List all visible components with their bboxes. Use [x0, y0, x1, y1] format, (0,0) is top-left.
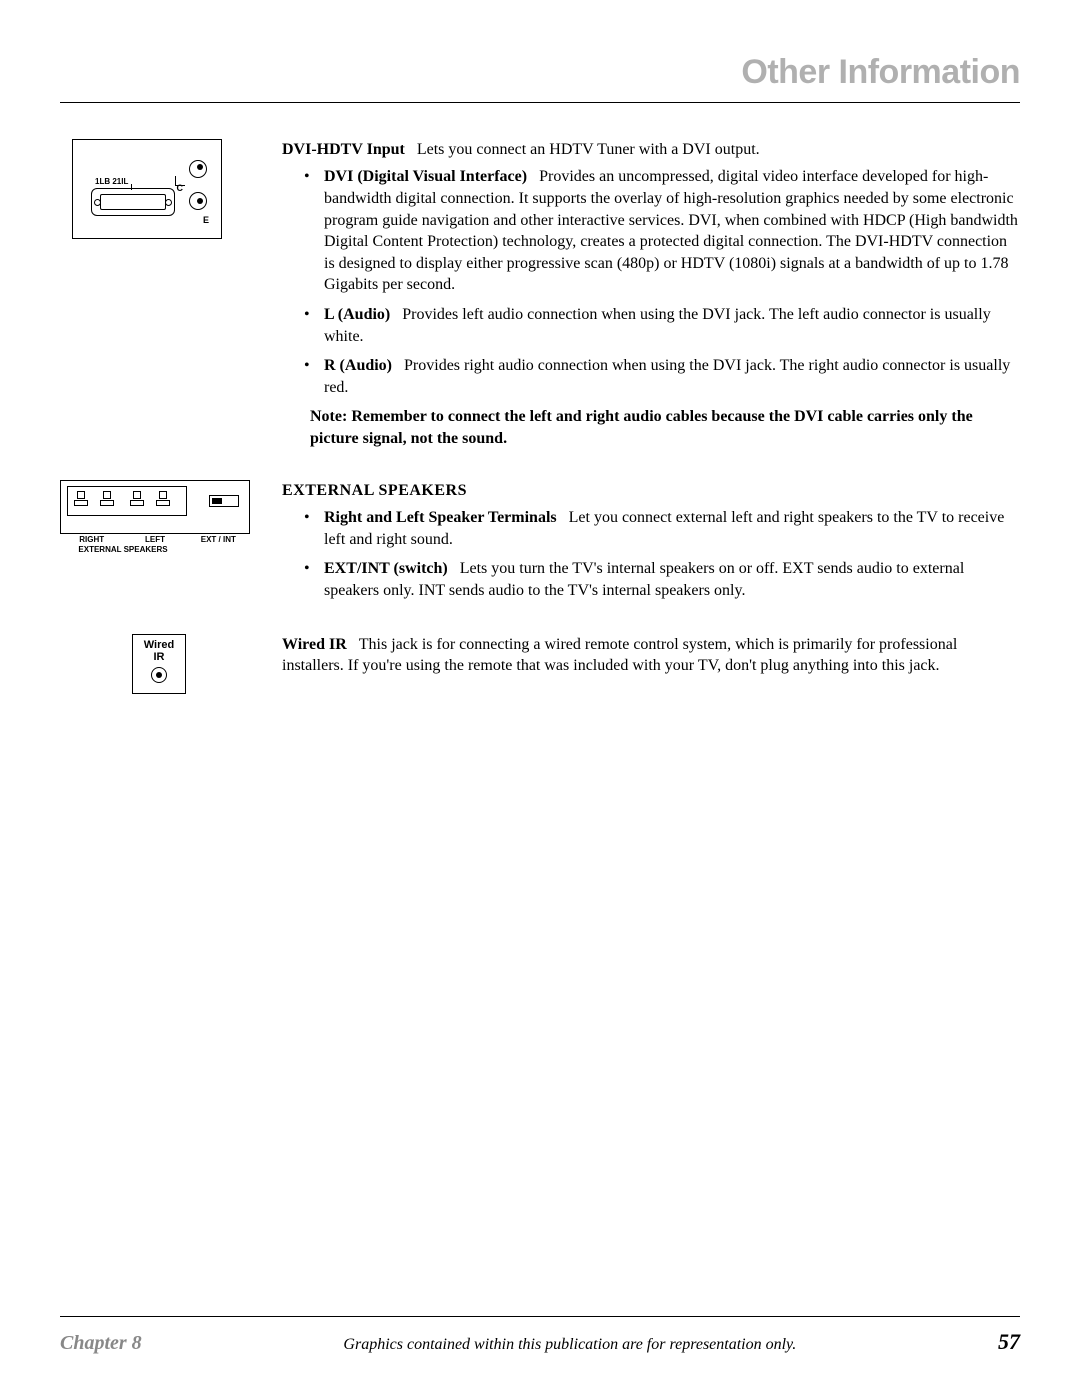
section-speakers: RIGHT LEFT EXT / INT EXTERNAL SPEAKERS E…	[60, 480, 1020, 610]
dvi-note: Note: Remember to connect the left and r…	[282, 406, 1020, 449]
dvi-lead-paragraph: DVI-HDTV Input Lets you connect an HDTV …	[282, 139, 1020, 161]
dvi-text-col: DVI-HDTV Input Lets you connect an HDTV …	[282, 139, 1020, 456]
speakers-text-col: EXTERNAL SPEAKERS Right and Left Speaker…	[282, 480, 1020, 610]
speaker-terminal-icon	[74, 491, 88, 509]
speakers-label-row: RIGHT LEFT EXT / INT	[60, 536, 250, 545]
speakers-subhead: EXTERNAL SPEAKERS	[282, 480, 1020, 502]
dvi-lead-term: DVI-HDTV Input	[282, 141, 405, 158]
speakers-terminal-group-icon	[67, 486, 187, 516]
dvi-model-label: 1LB 21IL	[95, 177, 128, 188]
ir-lead-text: This jack is for connecting a wired remo…	[282, 636, 957, 675]
header-rule	[60, 102, 1020, 103]
speakers-left-label: LEFT	[123, 536, 186, 545]
dvi-bullet-1-term: DVI (Digital Visual Interface)	[324, 168, 527, 185]
page: Other Information 1LB 21IL	[0, 0, 1080, 1397]
dvi-bullet-2-term: L (Audio)	[324, 306, 390, 323]
speakers-panel-icon	[60, 480, 250, 534]
dvi-port-inner-icon	[100, 194, 166, 210]
ir-paragraph: Wired IR This jack is for connecting a w…	[282, 634, 1020, 677]
wired-ir-diagram: Wired IR	[132, 634, 186, 694]
section-wired-ir: Wired IR Wired IR This jack is for conne…	[60, 634, 1020, 694]
dvi-bullet-2: L (Audio) Provides left audio connection…	[310, 304, 1020, 347]
ir-label-line1: Wired	[133, 639, 185, 651]
section-dvi: 1LB 21IL C E	[60, 139, 1020, 456]
speakers-diagram-col: RIGHT LEFT EXT / INT EXTERNAL SPEAKERS	[60, 480, 270, 556]
footer-rule	[60, 1316, 1020, 1317]
dvi-bullet-1-text: Provides an uncompressed, digital video …	[324, 168, 1018, 293]
speakers-bullet-2-term: EXT/INT (switch)	[324, 560, 448, 577]
speaker-terminal-icon	[100, 491, 114, 509]
speaker-terminal-icon	[130, 491, 144, 509]
ir-diagram-col: Wired IR	[60, 634, 270, 694]
speakers-bullet-list: Right and Left Speaker Terminals Let you…	[282, 507, 1020, 601]
ir-text-col: Wired IR This jack is for connecting a w…	[282, 634, 1020, 677]
dvi-bullet-list: DVI (Digital Visual Interface) Provides …	[282, 166, 1020, 398]
speaker-terminal-icon	[156, 491, 170, 509]
page-footer: Chapter 8 Graphics contained within this…	[60, 1327, 1020, 1357]
dvi-bullet-2-text: Provides left audio connection when usin…	[324, 306, 991, 345]
dvi-bullet-3: R (Audio) Provides right audio connectio…	[310, 355, 1020, 398]
dvi-screw-right-icon	[165, 199, 172, 206]
footer-caption: Graphics contained within this publicati…	[172, 1334, 968, 1356]
dvi-c-label: C	[177, 182, 184, 194]
speakers-caption: EXTERNAL SPEAKERS	[60, 546, 186, 555]
rca-dot-bottom-icon	[197, 198, 203, 204]
dvi-e-label: E	[203, 214, 209, 226]
ext-int-switch-icon	[209, 495, 239, 507]
dvi-bullet-3-term: R (Audio)	[324, 357, 392, 374]
speakers-extint-label: EXT / INT	[187, 536, 250, 545]
content-area: 1LB 21IL C E	[60, 139, 1020, 1316]
speakers-right-label: RIGHT	[60, 536, 123, 545]
dvi-diagram-col: 1LB 21IL C E	[60, 139, 270, 239]
rca-dot-top-icon	[197, 164, 203, 170]
dvi-bullet-3-text: Provides right audio connection when usi…	[324, 357, 1010, 396]
ir-jack-icon	[151, 667, 167, 683]
speakers-bullet-1: Right and Left Speaker Terminals Let you…	[310, 507, 1020, 550]
page-header-title: Other Information	[60, 50, 1020, 96]
ir-label-line2: IR	[133, 651, 185, 663]
footer-page-number: 57	[998, 1327, 1020, 1357]
speakers-bullet-1-term: Right and Left Speaker Terminals	[324, 509, 557, 526]
dvi-port-icon	[91, 188, 175, 216]
dvi-diagram: 1LB 21IL C E	[72, 139, 222, 239]
speakers-diagram: RIGHT LEFT EXT / INT EXTERNAL SPEAKERS	[60, 480, 250, 556]
speakers-bullet-2: EXT/INT (switch) Lets you turn the TV's …	[310, 558, 1020, 601]
dvi-bullet-1: DVI (Digital Visual Interface) Provides …	[310, 166, 1020, 296]
footer-chapter: Chapter 8	[60, 1330, 142, 1357]
ir-lead-term: Wired IR	[282, 636, 347, 653]
dvi-lead-text: Lets you connect an HDTV Tuner with a DV…	[417, 141, 760, 158]
